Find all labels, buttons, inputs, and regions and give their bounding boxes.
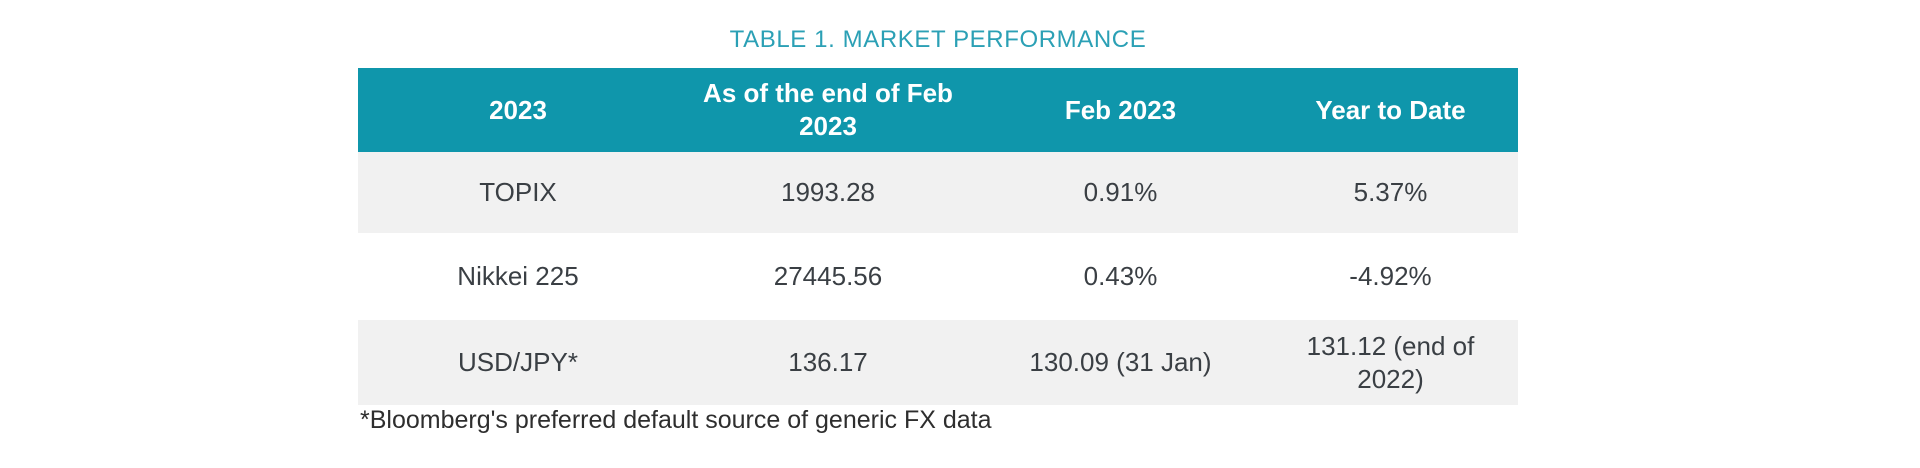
table-title: TABLE 1. MARKET PERFORMANCE — [729, 26, 1147, 53]
nikkei-feb-2023-value: 0.43% — [1083, 261, 1158, 291]
table-header-row: 2023 As of the end of Feb 2023 Feb 2023 … — [358, 68, 1518, 152]
table-row-topix: TOPIX 1993.28 0.91% 5.37% — [358, 152, 1518, 233]
usdjpy-ytd-value: 131.12 (end of 2022) — [1306, 330, 1475, 394]
topix-ytd-value: 5.37% — [1353, 177, 1428, 207]
topix-feb-2023-value: 0.91% — [1083, 177, 1158, 207]
nikkei-end-of-feb-value: 27445.56 — [773, 261, 883, 291]
row-label-usd-jpy: USD/JPY* — [458, 347, 578, 377]
col-header-feb-2023: Feb 2023 — [1064, 94, 1177, 125]
topix-end-of-feb-value: 1993.28 — [781, 177, 875, 207]
table-footnote: *Bloomberg's preferred default source of… — [360, 406, 992, 434]
usdjpy-feb-2023-value: 130.09 (31 Jan) — [1029, 347, 1212, 377]
table-row-nikkei-225: Nikkei 225 27445.56 0.43% -4.92% — [358, 233, 1518, 320]
nikkei-ytd-value: -4.92% — [1349, 261, 1432, 291]
table-row-usd-jpy: USD/JPY* 136.17 130.09 (31 Jan) 131.12 (… — [358, 320, 1518, 405]
row-label-nikkei-225: Nikkei 225 — [457, 261, 579, 291]
col-header-end-of-feb-2023: As of the end of Feb 2023 — [703, 78, 953, 141]
usdjpy-end-of-feb-value: 136.17 — [788, 347, 868, 377]
col-header-year-to-date: Year to Date — [1315, 94, 1466, 125]
market-performance-table: 2023 As of the end of Feb 2023 Feb 2023 … — [358, 68, 1518, 405]
row-label-topix: TOPIX — [479, 177, 557, 207]
col-header-2023: 2023 — [489, 94, 547, 125]
